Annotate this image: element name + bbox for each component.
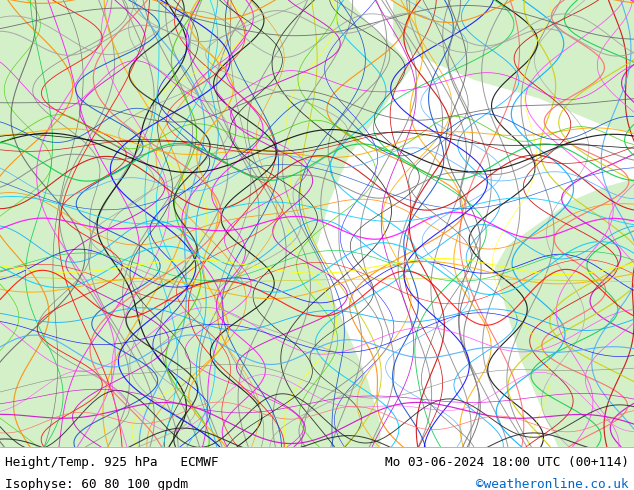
- Polygon shape: [393, 0, 634, 134]
- Text: Mo 03-06-2024 18:00 UTC (00+114): Mo 03-06-2024 18:00 UTC (00+114): [385, 456, 629, 469]
- Polygon shape: [0, 380, 114, 447]
- Text: Height/Temp. 925 hPa   ECMWF: Height/Temp. 925 hPa ECMWF: [5, 456, 219, 469]
- Text: Isophyse: 60 80 100 gpdm: Isophyse: 60 80 100 gpdm: [5, 478, 188, 490]
- Polygon shape: [495, 179, 634, 447]
- Text: ©weatheronline.co.uk: ©weatheronline.co.uk: [476, 478, 629, 490]
- Polygon shape: [0, 0, 412, 447]
